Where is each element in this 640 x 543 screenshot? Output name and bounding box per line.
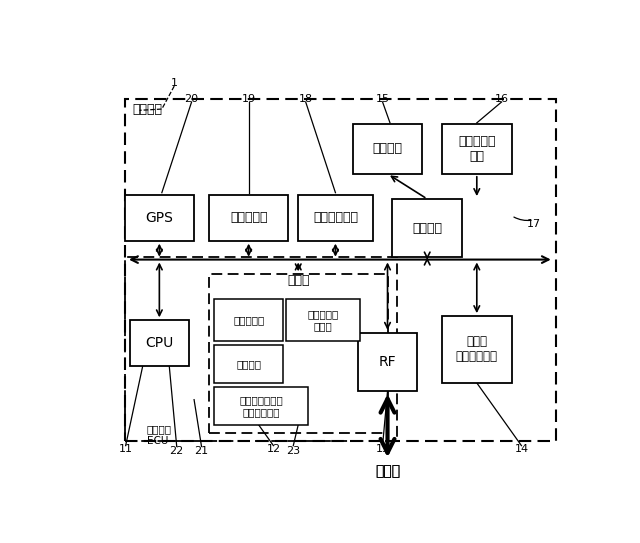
Bar bbox=[353, 124, 422, 174]
Text: 12: 12 bbox=[266, 444, 280, 454]
Text: 1: 1 bbox=[171, 78, 178, 88]
Bar bbox=[442, 316, 511, 383]
Bar bbox=[392, 199, 462, 257]
Text: 14: 14 bbox=[515, 444, 529, 454]
Text: ベース
バンド処理部: ベース バンド処理部 bbox=[456, 336, 498, 363]
Text: 21: 21 bbox=[195, 446, 209, 456]
Text: マイクロフ
オン: マイクロフ オン bbox=[458, 135, 495, 163]
Bar bbox=[214, 345, 284, 383]
Text: 11: 11 bbox=[118, 444, 132, 454]
Bar bbox=[214, 299, 284, 341]
Bar bbox=[129, 320, 189, 366]
Text: メモリ: メモリ bbox=[287, 274, 310, 287]
Bar bbox=[209, 274, 388, 433]
Text: CPU: CPU bbox=[145, 336, 173, 350]
Text: 18: 18 bbox=[299, 93, 313, 104]
Bar bbox=[442, 124, 511, 174]
Text: 13: 13 bbox=[376, 444, 390, 454]
Text: アプリケーショ
ンプログラム: アプリケーショ ンプログラム bbox=[239, 395, 283, 416]
Bar bbox=[214, 387, 308, 425]
Bar bbox=[125, 257, 397, 441]
Text: 通信端末: 通信端末 bbox=[132, 103, 162, 116]
Text: 通信網: 通信網 bbox=[375, 465, 400, 478]
Text: 19: 19 bbox=[241, 93, 256, 104]
Text: 17: 17 bbox=[527, 219, 541, 229]
Text: 切換条件テ
ーブル: 切換条件テ ーブル bbox=[307, 310, 339, 331]
Text: GPS: GPS bbox=[145, 211, 173, 225]
Text: ユーザ情報: ユーザ情報 bbox=[233, 315, 264, 325]
Text: RF: RF bbox=[379, 355, 396, 369]
Bar bbox=[125, 195, 194, 241]
Bar bbox=[209, 195, 289, 241]
Bar bbox=[125, 99, 556, 441]
Text: 23: 23 bbox=[286, 446, 300, 456]
Text: 16: 16 bbox=[495, 93, 509, 104]
Text: 入出力部: 入出力部 bbox=[412, 222, 442, 235]
Bar bbox=[358, 333, 417, 392]
Text: 通信端末
ECU: 通信端末 ECU bbox=[147, 425, 172, 446]
Text: ディスプレイ: ディスプレイ bbox=[313, 211, 358, 224]
Text: 通信網: 通信網 bbox=[375, 465, 400, 478]
Text: スピーカ: スピーカ bbox=[372, 142, 403, 155]
Bar bbox=[298, 195, 372, 241]
Text: 15: 15 bbox=[376, 93, 390, 104]
Text: 入力操作部: 入力操作部 bbox=[230, 211, 268, 224]
Text: 地図情報: 地図情報 bbox=[236, 359, 261, 369]
Text: 22: 22 bbox=[170, 446, 184, 456]
Bar bbox=[286, 299, 360, 341]
Text: 20: 20 bbox=[184, 93, 198, 104]
